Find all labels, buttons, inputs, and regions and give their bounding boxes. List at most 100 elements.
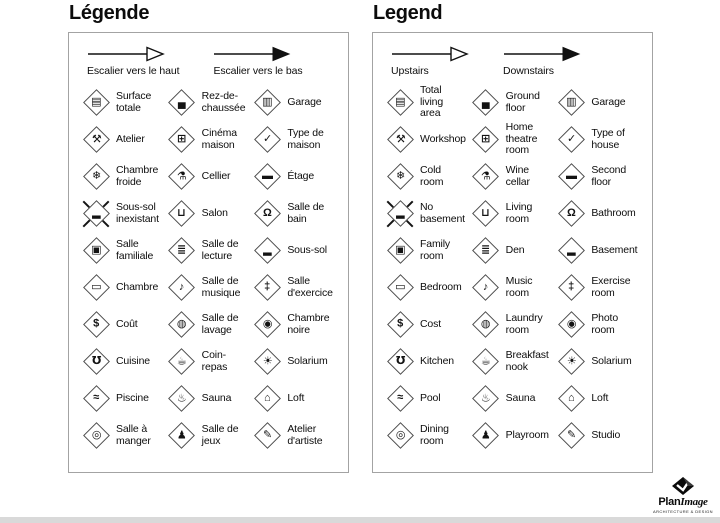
legend-item-label: Kitchen <box>420 354 454 367</box>
legend-icon-wrap: $ <box>81 310 111 340</box>
legend-item: ☕ Breakfast nook <box>471 343 557 380</box>
legend-icon-wrap: ▂ <box>252 236 282 266</box>
legend-item: ‡ Exercise room <box>556 269 642 306</box>
legend-icon-wrap: ◉ <box>252 310 282 340</box>
stairs-up-label: Escalier vers le haut <box>87 65 180 77</box>
cost-icon: $ <box>82 311 110 338</box>
legend-item: ▂ No basement <box>385 195 471 232</box>
footer-strip <box>0 517 720 523</box>
photo-room-icon: ◉ <box>253 311 281 338</box>
legend-icon-wrap: ♟ <box>167 421 197 451</box>
legend-item: ✎ Studio <box>556 417 642 454</box>
legend-item-label: Total living area <box>420 84 444 120</box>
garage-icon: ▥ <box>557 89 585 116</box>
legend-icon-wrap: ▂ <box>81 199 111 229</box>
legend-icon-wrap: ◎ <box>81 421 111 451</box>
house-type-icon: ✓ <box>253 126 281 153</box>
legend-icon-wrap: ▂ <box>385 199 415 229</box>
legend-item: ⚗ Wine cellar <box>471 158 557 195</box>
legend-item-label: Music room <box>505 275 533 299</box>
legend-item-label: Type of house <box>591 127 625 151</box>
legend-item-label: Salle d'exercice <box>287 275 333 299</box>
legend-icon-wrap: ✓ <box>252 125 282 155</box>
legend-icon-wrap: ⌂ <box>556 384 586 414</box>
legend-icon-wrap: ▬ <box>556 162 586 192</box>
second-floor-icon: ▬ <box>253 163 281 190</box>
legend-item: ▄ Rez-de- chaussée <box>167 84 253 121</box>
legend-item: ⌂ Loft <box>556 380 642 417</box>
legend-item-label: Pool <box>420 391 441 404</box>
cold-room-icon: ❄ <box>82 163 110 190</box>
legend-item: ✓ Type of house <box>556 121 642 158</box>
legend-item-label: Salle familiale <box>116 238 154 262</box>
legend-icon-wrap: ❄ <box>385 162 415 192</box>
legend-item-label: Cold room <box>420 164 444 188</box>
planimage-logo: PlanImage ARCHITECTURE & DESIGN <box>652 477 714 514</box>
legend-item-label: Second floor <box>591 164 627 188</box>
cold-room-icon: ❄ <box>386 163 414 190</box>
legend-item: ▬ Étage <box>252 158 338 195</box>
home-theatre-icon: ⊞ <box>472 126 500 153</box>
wine-cellar-icon: ⚗ <box>168 163 196 190</box>
legend-item: ▤ Surface totale <box>81 84 167 121</box>
stairs-up-label: Upstairs <box>391 65 429 77</box>
legend-item-label: Sous-sol <box>287 243 327 256</box>
total-living-area-icon: ▤ <box>82 89 110 116</box>
legend-item-label: Surface totale <box>116 90 152 114</box>
legend-item: ▭ Chambre <box>81 269 167 306</box>
legend-item: ◎ Salle à manger <box>81 417 167 454</box>
stairs-down-legend-item: Escalier vers le bas <box>213 46 303 77</box>
legend-item-label: Solarium <box>287 354 328 367</box>
solarium-icon: ☀ <box>557 348 585 375</box>
legend-item-label: Cinéma maison <box>201 127 237 151</box>
legend-item-label: Garage <box>287 95 322 108</box>
legend-icon-wrap: ◍ <box>471 310 501 340</box>
stairs-down-legend-item: Downstairs <box>503 46 581 77</box>
legend-item-label: Workshop <box>420 132 466 145</box>
logo-word-image: Image <box>680 496 708 508</box>
playroom-icon: ♟ <box>168 422 196 449</box>
legend-item-label: Atelier <box>116 132 145 145</box>
legend-item: ✎ Atelier d'artiste <box>252 417 338 454</box>
legend-item-label: Exercise room <box>591 275 631 299</box>
legend-grid-english: ▤ Total living area ▄ Ground floor ▥ Gar… <box>373 79 652 458</box>
ground-floor-icon: ▄ <box>472 89 500 116</box>
legend-item-label: Studio <box>591 428 621 441</box>
legend-icon-wrap: ≈ <box>385 384 415 414</box>
legend-item-label: Salle de lecture <box>201 238 239 262</box>
legend-item-label: Salle de lavage <box>201 312 239 336</box>
legend-icon-wrap: ◎ <box>385 421 415 451</box>
legend-icon-wrap: ⚒ <box>385 125 415 155</box>
home-theatre-icon: ⊞ <box>168 126 196 153</box>
legend-item: ♪ Salle de musique <box>167 269 253 306</box>
bathroom-icon: Ω <box>253 200 281 227</box>
dining-room-icon: ◎ <box>82 422 110 449</box>
legend-item: ◍ Laundry room <box>471 306 557 343</box>
workshop-icon: ⚒ <box>386 126 414 153</box>
legend-icon-wrap: ▭ <box>81 273 111 303</box>
legend-item: ▂ Sous-sol inexistant <box>81 195 167 232</box>
legend-item: ☀ Solarium <box>252 343 338 380</box>
stairs-down-label: Downstairs <box>503 65 554 77</box>
legend-item-label: Solarium <box>591 354 632 367</box>
breakfast-nook-icon: ☕ <box>472 348 500 375</box>
stairs-up-arrow-icon <box>88 46 165 62</box>
legend-item-label: Chambre froide <box>116 164 159 188</box>
living-room-icon: ⊔ <box>168 200 196 227</box>
legend-icon-wrap: ▄ <box>167 88 197 118</box>
legend-item: ☀ Solarium <box>556 343 642 380</box>
legend-item-label: Den <box>505 243 525 256</box>
wine-cellar-icon: ⚗ <box>472 163 500 190</box>
legend-icon-wrap: ≈ <box>81 384 111 414</box>
legend-item: ♟ Salle de jeux <box>167 417 253 454</box>
legend-item: ☕ Coin- repas <box>167 343 253 380</box>
legend-icon-wrap: ⚗ <box>167 162 197 192</box>
legend-grid-french: ▤ Surface totale ▄ Rez-de- chaussée ▥ Ga… <box>69 79 348 458</box>
den-icon: ≣ <box>472 237 500 264</box>
legend-icon-wrap: Ω <box>252 199 282 229</box>
panel-title-english: Legend <box>373 2 443 24</box>
planimage-logo-tagline: ARCHITECTURE & DESIGN <box>653 509 713 514</box>
garage-icon: ▥ <box>253 89 281 116</box>
legend-item: ◎ Dining room <box>385 417 471 454</box>
